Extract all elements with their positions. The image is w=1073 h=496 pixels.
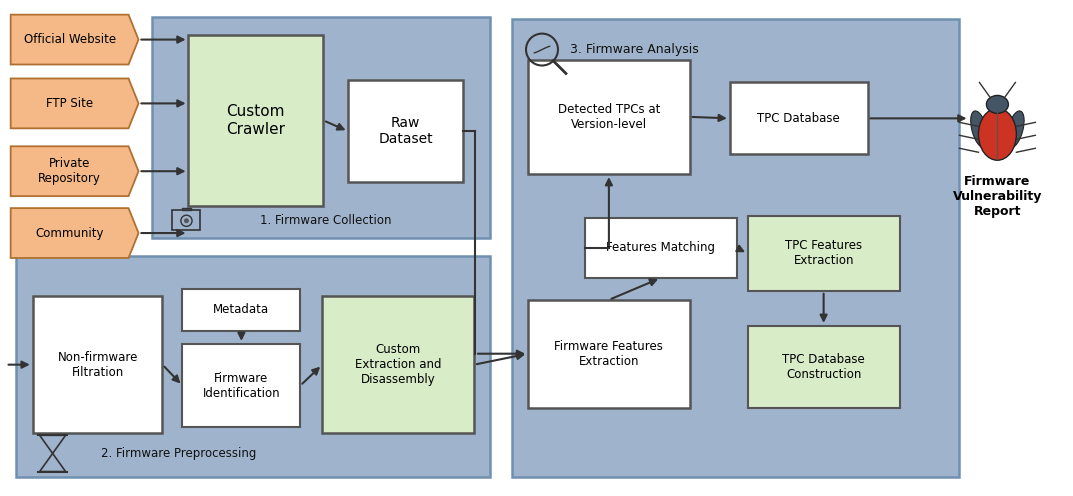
Text: Firmware
Identification: Firmware Identification	[203, 372, 280, 400]
Text: Metadata: Metadata	[214, 304, 269, 316]
Text: Features Matching: Features Matching	[606, 242, 716, 254]
Ellipse shape	[979, 109, 1016, 160]
Bar	[748, 216, 899, 291]
Bar	[748, 326, 899, 408]
Text: Custom
Crawler: Custom Crawler	[226, 104, 285, 136]
Text: Official Website: Official Website	[24, 33, 116, 46]
Text: Raw
Dataset: Raw Dataset	[379, 116, 433, 146]
Bar	[322, 296, 474, 434]
Bar	[189, 35, 323, 206]
Ellipse shape	[1006, 111, 1024, 148]
Bar	[173, 210, 201, 230]
Bar	[152, 17, 490, 238]
Polygon shape	[11, 15, 138, 64]
Text: Firmware Features
Extraction: Firmware Features Extraction	[555, 340, 663, 368]
Bar	[730, 82, 868, 154]
Bar	[528, 300, 690, 408]
Text: Private
Repository: Private Repository	[39, 157, 101, 185]
Bar	[182, 207, 191, 210]
Circle shape	[185, 219, 189, 223]
Bar	[16, 256, 490, 477]
Text: Non-firmware
Filtration: Non-firmware Filtration	[57, 351, 137, 378]
Polygon shape	[11, 78, 138, 128]
Bar	[349, 80, 464, 182]
Text: Detected TPCs at
Version-level: Detected TPCs at Version-level	[558, 103, 660, 131]
Text: 3. Firmware Analysis: 3. Firmware Analysis	[570, 43, 699, 56]
Bar	[585, 218, 737, 278]
Ellipse shape	[971, 111, 988, 148]
Text: 1. Firmware Collection: 1. Firmware Collection	[261, 214, 392, 227]
Bar	[182, 289, 300, 331]
Bar	[32, 296, 162, 434]
Text: TPC Features
Extraction: TPC Features Extraction	[785, 240, 863, 267]
Polygon shape	[11, 208, 138, 258]
Text: Custom
Extraction and
Disassembly: Custom Extraction and Disassembly	[355, 343, 441, 386]
Bar	[528, 60, 690, 174]
Text: TPC Database
Construction: TPC Database Construction	[782, 353, 865, 380]
Text: Community: Community	[35, 227, 104, 240]
Text: 2. Firmware Preprocessing: 2. Firmware Preprocessing	[101, 447, 256, 460]
Text: TPC Database: TPC Database	[758, 112, 840, 125]
Bar	[512, 19, 959, 477]
Bar	[182, 344, 300, 428]
Text: Firmware
Vulnerability
Report: Firmware Vulnerability Report	[953, 175, 1042, 218]
Ellipse shape	[986, 95, 1009, 114]
Polygon shape	[11, 146, 138, 196]
Text: FTP Site: FTP Site	[46, 97, 93, 110]
